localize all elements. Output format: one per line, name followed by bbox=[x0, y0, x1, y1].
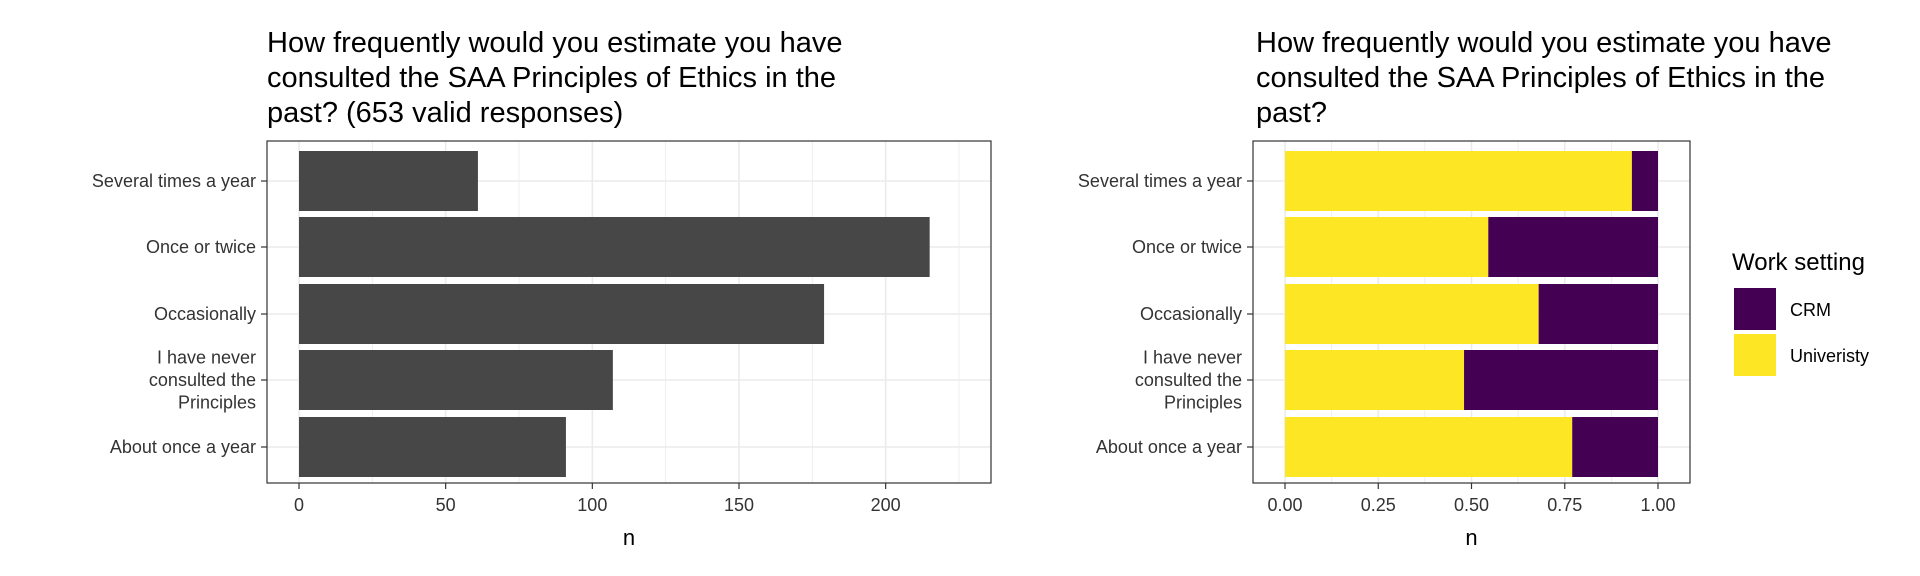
y-tick-label: Occasionally bbox=[154, 304, 256, 324]
plot-border bbox=[266, 140, 992, 484]
x-tick-label: 50 bbox=[436, 495, 456, 515]
bar-segment-univeristy bbox=[1285, 151, 1632, 211]
y-tick-label: Once or twice bbox=[146, 237, 256, 257]
x-tick-label: 150 bbox=[724, 495, 754, 515]
legend-label: Univeristy bbox=[1790, 346, 1869, 366]
bar bbox=[299, 417, 566, 477]
chart-title-line: past? bbox=[1256, 97, 1327, 129]
x-tick-label: 0.50 bbox=[1454, 495, 1489, 515]
chart-legend: Work setting CRM Univeristy bbox=[1732, 249, 1869, 376]
chart-title-line: past? (653 valid responses) bbox=[267, 97, 623, 129]
x-tick-label: 0.00 bbox=[1267, 495, 1302, 515]
y-tick-label: I have never bbox=[1143, 348, 1242, 368]
bar-segment-univeristy bbox=[1285, 417, 1573, 477]
bar-segment-univeristy bbox=[1285, 284, 1539, 344]
y-tick-label: consulted the bbox=[1135, 370, 1242, 390]
right-chart-panel: How frequently would you estimate you ha… bbox=[1078, 27, 1832, 550]
y-tick-label: Several times a year bbox=[92, 171, 256, 191]
y-tick-label: About once a year bbox=[1096, 437, 1242, 457]
legend-swatch-univeristy bbox=[1734, 334, 1776, 376]
x-tick-label: 0.75 bbox=[1547, 495, 1582, 515]
left-chart-panel: How frequently would you estimate you ha… bbox=[92, 27, 992, 550]
bar-segment-univeristy bbox=[1285, 350, 1465, 410]
bar-segment-crm bbox=[1572, 417, 1658, 477]
x-tick-label: 200 bbox=[871, 495, 901, 515]
x-axis-title: n bbox=[623, 525, 635, 550]
bar-segment-crm bbox=[1631, 151, 1658, 211]
x-tick-label: 100 bbox=[577, 495, 607, 515]
y-tick-label: Several times a year bbox=[1078, 171, 1242, 191]
y-tick-label: Occasionally bbox=[1140, 304, 1242, 324]
y-tick-label: consulted the bbox=[149, 370, 256, 390]
x-tick-label: 0.25 bbox=[1361, 495, 1396, 515]
y-tick-label: Principles bbox=[1164, 393, 1242, 413]
bar bbox=[299, 350, 613, 410]
chart-title-line: consulted the SAA Principles of Ethics i… bbox=[267, 62, 836, 94]
bar-segment-univeristy bbox=[1285, 217, 1489, 277]
y-tick-label: Principles bbox=[178, 393, 256, 413]
bar bbox=[299, 151, 478, 211]
y-tick-label: I have never bbox=[157, 348, 256, 368]
legend-label: CRM bbox=[1790, 300, 1831, 320]
legend-swatch-crm bbox=[1734, 288, 1776, 330]
legend-title: Work setting bbox=[1732, 249, 1865, 276]
y-tick-label: Once or twice bbox=[1132, 237, 1242, 257]
bar bbox=[299, 284, 825, 344]
chart-title-line: consulted the SAA Principles of Ethics i… bbox=[1256, 62, 1825, 94]
bar bbox=[299, 217, 930, 277]
bar-segment-crm bbox=[1464, 350, 1658, 410]
y-tick-label: About once a year bbox=[110, 437, 256, 457]
chart-title-line: How frequently would you estimate you ha… bbox=[1256, 27, 1831, 59]
x-tick-label: 0 bbox=[294, 495, 304, 515]
chart-title-line: How frequently would you estimate you ha… bbox=[267, 27, 842, 59]
x-tick-label: 1.00 bbox=[1640, 495, 1675, 515]
bar-segment-crm bbox=[1488, 217, 1658, 277]
bar-segment-crm bbox=[1538, 284, 1658, 344]
x-axis-title: n bbox=[1465, 525, 1477, 550]
